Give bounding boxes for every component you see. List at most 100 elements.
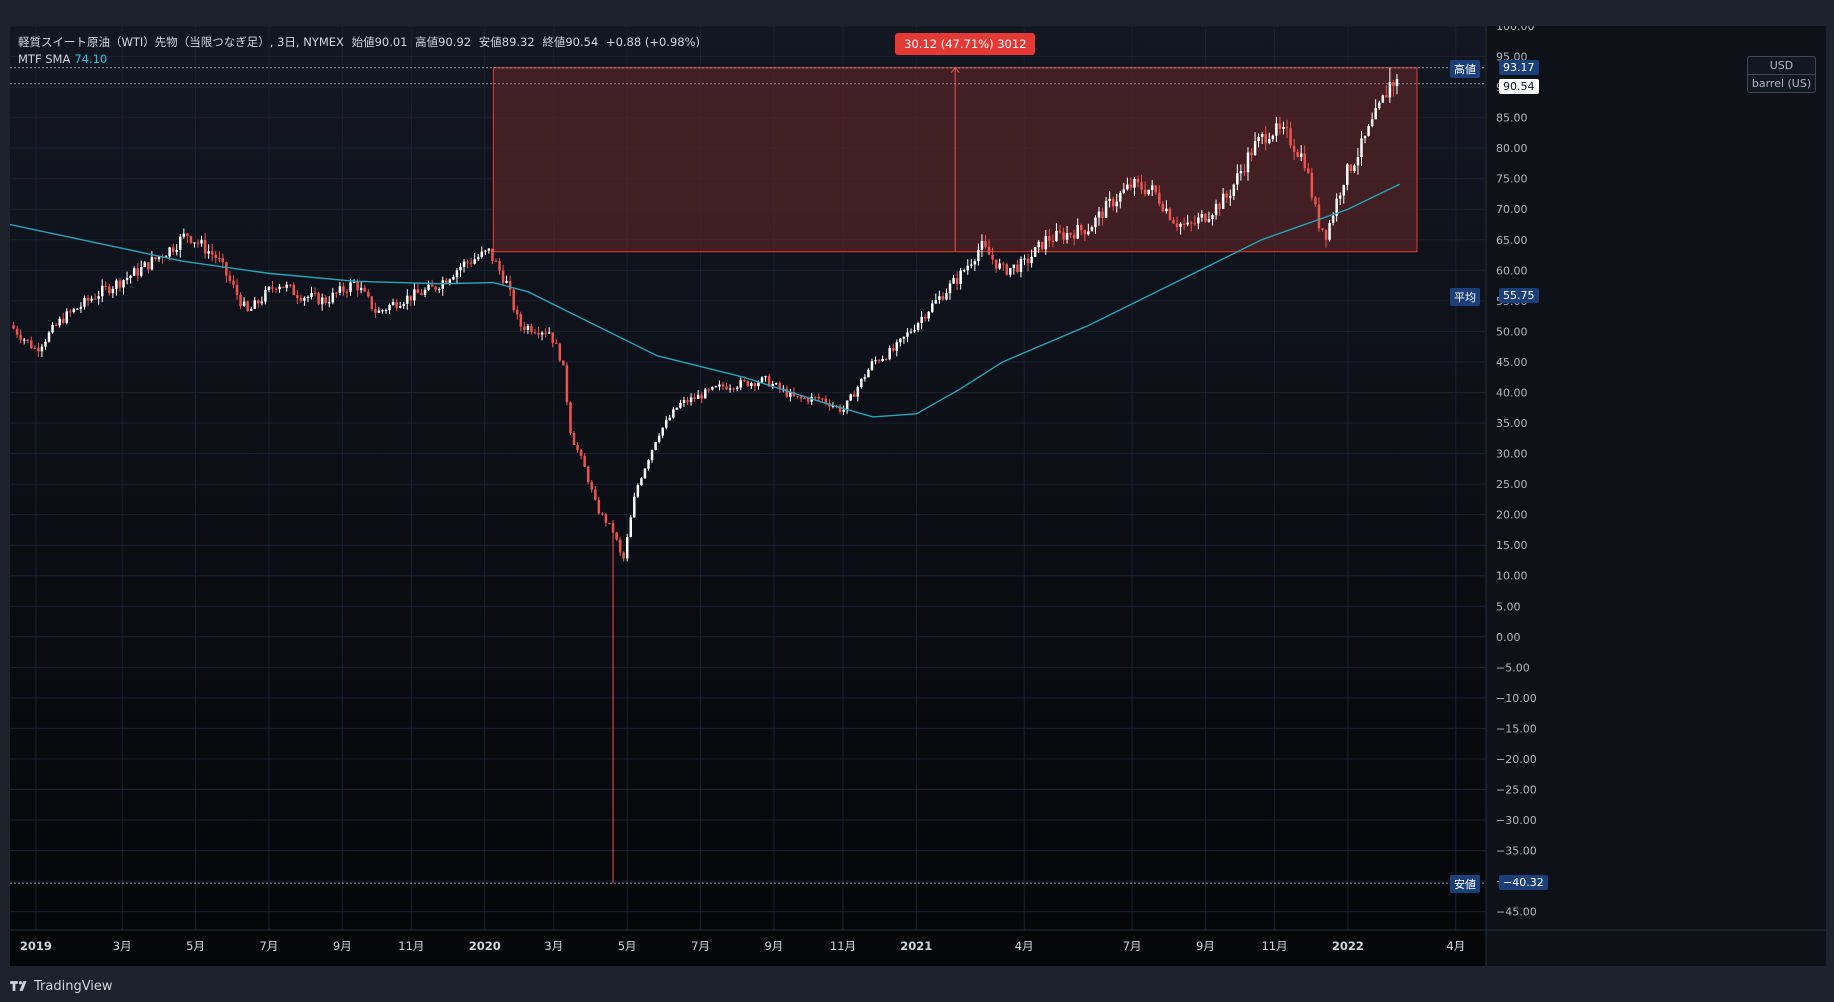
chart-panel[interactable]: 100.0095.0090.0085.0080.0075.0070.0065.0… (10, 26, 1826, 966)
candle-body (1200, 214, 1204, 218)
candle-body (69, 311, 72, 313)
time-axis-label: 9月 (1196, 939, 1215, 953)
candle-body (1026, 258, 1030, 264)
candle-body (1271, 135, 1275, 140)
candle-body (406, 295, 409, 304)
candle-body (778, 383, 781, 389)
candle-body (938, 296, 941, 300)
candle-body (650, 449, 654, 461)
price-tick-label: −15.00 (1496, 722, 1537, 735)
candle-body (537, 332, 540, 335)
candle-body (892, 347, 895, 351)
candle-body (884, 358, 888, 360)
candle-body (615, 532, 618, 540)
candle-body (682, 400, 686, 403)
candle-body (47, 332, 51, 342)
candle-body (108, 286, 111, 294)
candle-body (1129, 184, 1133, 188)
candle-body (1104, 200, 1108, 219)
footer-branding[interactable]: TradingView (10, 976, 113, 996)
candle-body (452, 277, 455, 280)
price-tick-label: 70.00 (1496, 203, 1528, 216)
indicator-row[interactable]: MTF SMA 74.10 (18, 51, 704, 68)
candle-body (12, 325, 15, 329)
candle-body (1331, 215, 1335, 224)
candle-body (44, 341, 47, 347)
time-axis-label: 4月 (1446, 939, 1465, 953)
candle-body (767, 376, 771, 387)
time-axis-label: 9月 (764, 939, 783, 953)
candle-body (700, 394, 703, 399)
candle-body (714, 386, 718, 388)
candle-body (299, 298, 303, 301)
candle-body (388, 305, 391, 311)
currency-label[interactable]: USD (1769, 59, 1794, 72)
candle-body (625, 537, 629, 559)
candle-body (86, 297, 90, 301)
candle-body (182, 233, 186, 237)
indicator-name[interactable]: MTF SMA (18, 52, 71, 66)
candle-body (799, 396, 803, 398)
candle-body (168, 247, 171, 257)
candle-body (647, 460, 650, 469)
candle-body (352, 281, 356, 283)
candle-body (1328, 223, 1331, 240)
candle-body (796, 396, 799, 398)
candle-body (530, 326, 533, 333)
price-range-measure-label[interactable]: 30.12 (47.71%) 3012 (895, 32, 1036, 55)
candle-body (359, 287, 363, 291)
currency-unit-selector[interactable]: USD barrel (US) (1747, 56, 1816, 93)
candle-body (1257, 136, 1260, 142)
candle-body (523, 326, 526, 330)
candle-body (239, 294, 242, 306)
candle-body (303, 297, 306, 301)
candle-body (1023, 258, 1026, 260)
candle-body (1009, 268, 1012, 275)
candle-body (1147, 189, 1150, 195)
candle-body (1197, 217, 1200, 224)
candle-body (1229, 195, 1232, 198)
candle-body (1158, 192, 1161, 204)
candle-body (1285, 127, 1289, 129)
candle-body (154, 257, 157, 260)
candle-body (601, 513, 604, 515)
candle-body (987, 246, 991, 255)
candle-body (1338, 195, 1342, 199)
candle-body (1268, 139, 1271, 144)
candle-body (1179, 223, 1182, 227)
candle-body (913, 330, 916, 332)
symbol-title[interactable]: 軽質スイート原油（WTI）先物（当限つなぎ足）, 3日, NYMEX (18, 35, 344, 49)
candle-body (813, 396, 817, 398)
candle-body (1087, 231, 1090, 235)
candle-body (171, 247, 175, 252)
chart-canvas[interactable]: 100.0095.0090.0085.0080.0075.0070.0065.0… (10, 26, 1826, 966)
candle-body (640, 478, 643, 486)
candle-body (281, 286, 285, 288)
candle-body (196, 242, 200, 244)
candle-body (267, 287, 271, 290)
candle-body (1211, 215, 1214, 220)
candle-body (959, 270, 962, 284)
candle-body (434, 286, 437, 290)
candle-body (1037, 241, 1040, 248)
candle-body (1253, 141, 1257, 156)
price-tick-label: 10.00 (1496, 570, 1528, 583)
candle-body (1136, 179, 1140, 183)
candle-body (1392, 82, 1395, 87)
candle-body (984, 240, 987, 247)
candle-body (1353, 165, 1356, 172)
candle-body (125, 277, 129, 281)
candle-body (555, 342, 558, 344)
candle-body (590, 482, 593, 490)
candle-body (26, 339, 29, 341)
brand-name[interactable]: TradingView (34, 978, 113, 994)
candle-body (803, 397, 806, 399)
average-marker-value: 55.75 (1499, 288, 1539, 304)
candle-body (317, 293, 320, 305)
unit-label[interactable]: barrel (US) (1748, 74, 1815, 92)
candle-body (1335, 198, 1338, 216)
candle-body (93, 298, 97, 300)
candle-body (370, 296, 374, 309)
candle-body (945, 293, 948, 300)
candle-body (97, 296, 100, 299)
